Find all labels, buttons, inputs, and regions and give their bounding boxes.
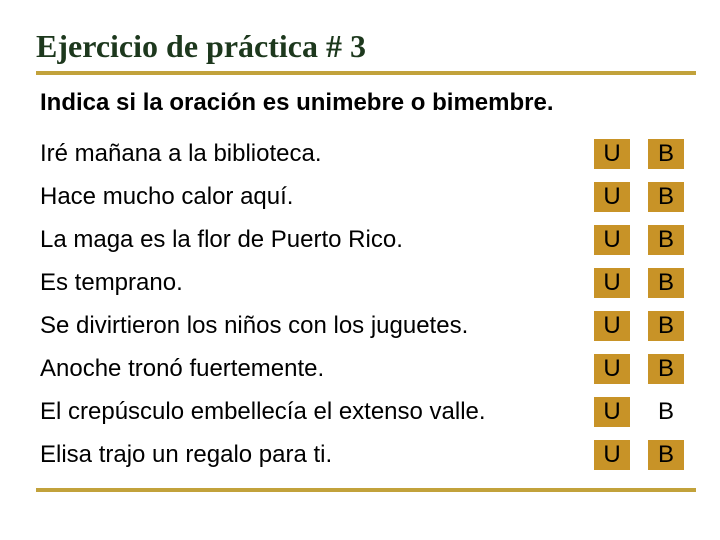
instruction-prefix: Indica si la oración es xyxy=(40,89,296,116)
sentence-row: Anoche tronó fuertemente. UB xyxy=(36,352,684,386)
choice-b[interactable]: B xyxy=(648,139,684,169)
sentence-text: Anoche tronó fuertemente. xyxy=(40,355,324,383)
choice-u[interactable]: U xyxy=(594,139,630,169)
sentence-row: La maga es la flor de Puerto Rico. UB xyxy=(36,223,684,257)
choice-b[interactable]: B xyxy=(648,268,684,298)
choice-b[interactable]: B xyxy=(648,311,684,341)
sentence-row: El crepúsculo embellecía el extenso vall… xyxy=(36,395,684,429)
choice-u[interactable]: U xyxy=(594,268,630,298)
instruction-line: Indica si la oración es unimebre o bimem… xyxy=(40,89,684,117)
sentence-row: Elisa trajo un regalo para ti. UB xyxy=(36,438,684,472)
sentence-row: Hace mucho calor aquí. UB xyxy=(36,180,684,214)
instruction-keyword-unimebre: unimebre xyxy=(296,89,404,116)
exercise-title: Ejercicio de práctica # 3 xyxy=(36,28,684,65)
sentence-list: Iré mañana a la biblioteca.UBHace mucho … xyxy=(36,137,684,472)
horizontal-rule-bottom xyxy=(36,488,696,492)
choice-u[interactable]: U xyxy=(594,225,630,255)
instruction-suffix: . xyxy=(547,89,554,116)
choice-b[interactable]: B xyxy=(648,440,684,470)
sentence-row: Es temprano. UB xyxy=(36,266,684,300)
choice-b[interactable]: B xyxy=(648,225,684,255)
choice-u[interactable]: U xyxy=(594,311,630,341)
sentence-row: Se divirtieron los niños con los juguete… xyxy=(36,309,684,343)
choice-u[interactable]: U xyxy=(594,440,630,470)
choice-b[interactable]: B xyxy=(648,354,684,384)
choice-u[interactable]: U xyxy=(594,182,630,212)
sentence-text: Elisa trajo un regalo para ti. xyxy=(40,441,332,469)
instruction-mid: o xyxy=(404,89,432,116)
sentence-row: Iré mañana a la biblioteca. UB xyxy=(36,137,684,171)
choice-b[interactable]: B xyxy=(648,182,684,212)
choice-u[interactable]: U xyxy=(594,354,630,384)
sentence-text: El crepúsculo embellecía el extenso vall… xyxy=(40,398,486,426)
sentence-text: Es temprano. xyxy=(40,269,183,297)
horizontal-rule-top xyxy=(36,71,696,75)
choice-b[interactable]: B xyxy=(648,397,684,427)
choice-u[interactable]: U xyxy=(594,397,630,427)
sentence-text: La maga es la flor de Puerto Rico. xyxy=(40,226,403,254)
sentence-text: Se divirtieron los niños con los juguete… xyxy=(40,312,468,340)
sentence-text: Iré mañana a la biblioteca. xyxy=(40,140,322,168)
instruction-keyword-bimembre: bimembre xyxy=(432,89,547,116)
sentence-text: Hace mucho calor aquí. xyxy=(40,183,293,211)
